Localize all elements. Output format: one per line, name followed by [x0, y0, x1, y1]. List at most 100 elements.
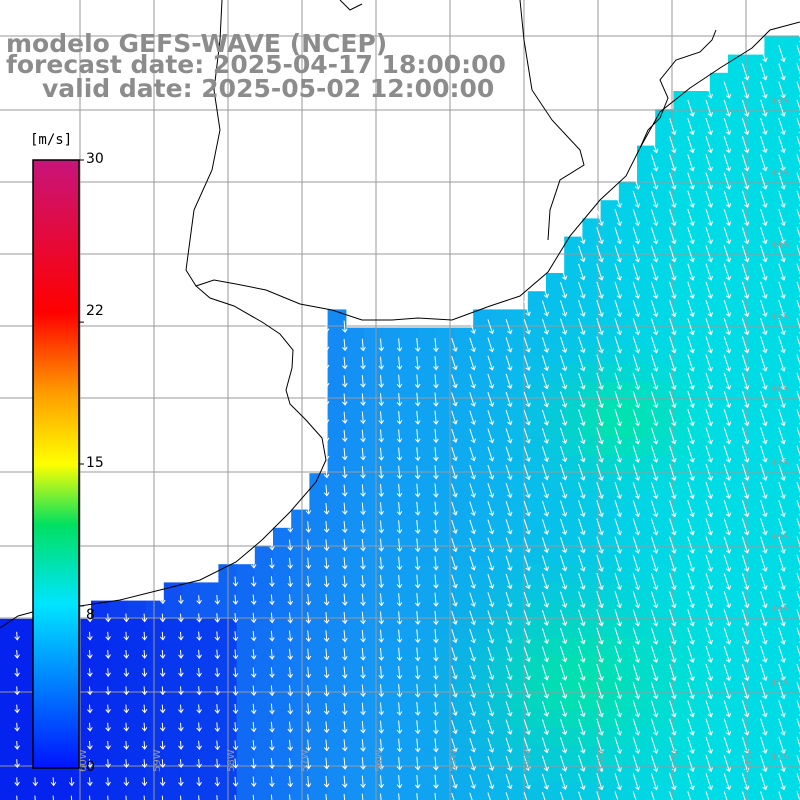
- wind-arrow: [196, 722, 202, 732]
- wind-arrow: [650, 627, 659, 645]
- wind-arrow: [760, 45, 768, 63]
- sea-cell: [418, 509, 438, 529]
- wind-arrow: [287, 612, 294, 624]
- sea-cell: [746, 163, 765, 183]
- wind-arrow: [196, 740, 202, 751]
- sea-cell: [709, 91, 729, 110]
- sea-cell: [655, 273, 674, 292]
- sea-cell: [691, 655, 711, 674]
- sea-cell: [127, 600, 147, 620]
- sea-cell: [436, 509, 456, 529]
- wind-arrow: [560, 536, 568, 554]
- wind-arrow: [614, 500, 622, 518]
- sea-cell: [436, 473, 456, 492]
- wind-arrow: [705, 627, 713, 645]
- sea-cell: [600, 637, 620, 656]
- wind-arrow: [487, 592, 495, 608]
- wind-arrow: [669, 682, 677, 700]
- wind-arrow: [669, 572, 677, 591]
- sea-cell: [364, 418, 383, 438]
- sea-cell: [618, 455, 638, 474]
- sea-cell: [564, 473, 583, 492]
- wind-arrow: [433, 647, 439, 662]
- wind-arrow: [723, 754, 732, 773]
- sea-cell: [436, 455, 456, 474]
- sea-cell: [728, 327, 747, 347]
- wind-arrow: [323, 557, 330, 570]
- sea-cell: [746, 691, 765, 711]
- lat-label: 41S: [770, 752, 789, 763]
- wind-arrow: [614, 481, 622, 500]
- wind-arrow: [614, 445, 622, 463]
- wind-arrow: [141, 704, 148, 714]
- sea-cell: [436, 564, 456, 583]
- sea-cell: [509, 600, 529, 620]
- wind-arrow: [741, 572, 750, 591]
- sea-cell: [618, 473, 638, 492]
- wind-arrow: [287, 739, 294, 752]
- sea-cell: [436, 418, 456, 438]
- wind-arrow: [269, 630, 275, 642]
- wind-arrow: [414, 556, 421, 571]
- sea-cell: [236, 782, 256, 800]
- wind-arrow: [541, 518, 549, 535]
- sea-cell: [345, 527, 365, 547]
- wind-arrow: [541, 464, 549, 481]
- wind-arrow: [578, 227, 586, 245]
- sea-cell: [345, 364, 365, 383]
- wind-arrow: [596, 663, 604, 682]
- sea-cell: [400, 436, 420, 456]
- sea-cell: [473, 728, 492, 747]
- sea-cell: [709, 327, 729, 347]
- wind-arrow: [105, 704, 111, 714]
- sea-cell: [491, 455, 511, 474]
- wind-arrow: [505, 646, 513, 663]
- sea-cell: [582, 782, 602, 800]
- wind-arrow: [760, 609, 768, 627]
- wind-arrow: [669, 591, 677, 609]
- wind-arrow: [214, 594, 221, 605]
- wind-arrow: [487, 665, 495, 680]
- sea-cell: [54, 764, 74, 784]
- sea-cell: [491, 782, 511, 800]
- wind-arrow: [414, 774, 421, 789]
- sea-cell: [145, 728, 165, 747]
- wind-arrow: [159, 686, 166, 696]
- wind-arrow: [614, 609, 622, 627]
- wind-arrow: [596, 718, 604, 736]
- sea-cell: [582, 400, 602, 420]
- sea-cell: [782, 582, 800, 602]
- sea-cell: [400, 637, 420, 656]
- wind-arrow: [778, 591, 786, 609]
- wind-arrow: [123, 759, 130, 769]
- sea-cell: [436, 582, 456, 602]
- sea-cell: [436, 618, 456, 638]
- sea-cell: [345, 782, 365, 800]
- sea-cell: [691, 327, 711, 347]
- wind-arrow: [705, 299, 713, 318]
- sea-cell: [455, 473, 474, 492]
- sea-cell: [709, 564, 729, 583]
- wind-arrow: [414, 647, 421, 662]
- sea-cell: [473, 673, 492, 693]
- sea-cell: [746, 618, 765, 638]
- wind-arrow: [723, 409, 732, 427]
- sea-cell: [764, 637, 784, 656]
- sea-cell: [145, 673, 165, 693]
- sea-cell: [291, 618, 310, 638]
- sea-cell: [491, 309, 511, 329]
- wind-arrow: [560, 409, 568, 426]
- sea-cell: [746, 764, 765, 784]
- sea-cell: [345, 582, 365, 602]
- wind-arrow: [505, 337, 513, 353]
- wind-arrow: [396, 647, 403, 662]
- sea-cell: [436, 400, 456, 420]
- sea-cell: [564, 546, 583, 565]
- sea-cell: [782, 254, 800, 274]
- sea-cell: [582, 236, 602, 256]
- sea-cell: [582, 564, 602, 583]
- sea-cell: [637, 764, 656, 784]
- wind-arrow: [741, 627, 750, 645]
- sea-cell: [345, 418, 365, 438]
- wind-arrow: [669, 154, 677, 172]
